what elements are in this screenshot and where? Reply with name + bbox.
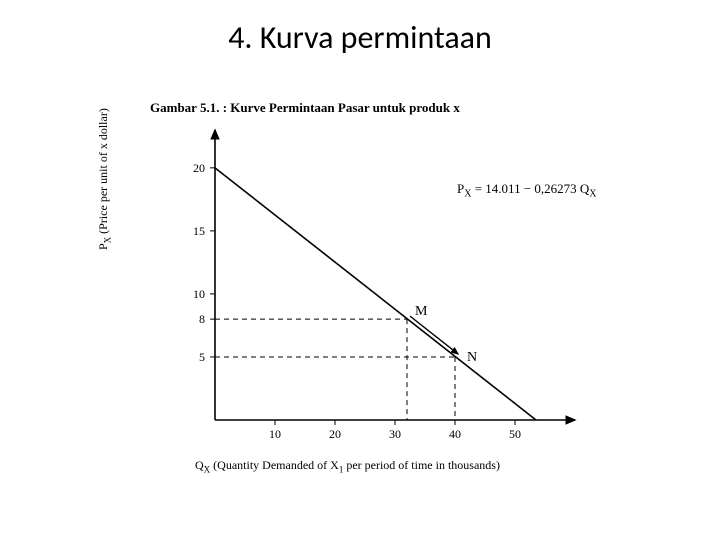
svg-text:40: 40: [449, 427, 461, 441]
svg-text:5: 5: [199, 350, 205, 364]
svg-text:20: 20: [193, 161, 205, 175]
svg-text:30: 30: [389, 427, 401, 441]
svg-text:N: N: [467, 350, 477, 365]
svg-text:M: M: [415, 304, 428, 319]
svg-text:15: 15: [193, 224, 205, 238]
svg-text:50: 50: [509, 427, 521, 441]
svg-text:20: 20: [329, 427, 341, 441]
svg-text:10: 10: [269, 427, 281, 441]
svg-text:10: 10: [193, 287, 205, 301]
page-title: 4. Kurva permintaan: [0, 18, 720, 57]
demand-curve-chart: 10 20 30 40 50 5 8 10 15 20 M N: [120, 100, 620, 480]
y-axis-label: PX (Price per unit of x dollar): [96, 108, 112, 250]
svg-text:8: 8: [199, 312, 205, 326]
